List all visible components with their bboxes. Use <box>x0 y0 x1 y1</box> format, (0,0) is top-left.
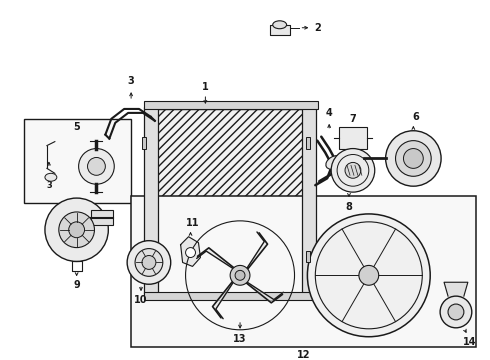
Bar <box>144 292 318 300</box>
Bar <box>131 196 476 347</box>
Text: 6: 6 <box>412 112 419 122</box>
Circle shape <box>142 256 156 269</box>
Polygon shape <box>181 237 200 266</box>
Polygon shape <box>444 282 468 296</box>
Bar <box>302 107 317 294</box>
Circle shape <box>45 198 108 261</box>
Bar <box>270 25 290 35</box>
Text: 8: 8 <box>345 202 352 212</box>
Bar <box>156 109 304 292</box>
Bar <box>339 127 367 149</box>
Circle shape <box>395 141 431 176</box>
Bar <box>142 137 146 149</box>
Circle shape <box>59 212 95 248</box>
Polygon shape <box>213 275 240 319</box>
Circle shape <box>135 249 163 276</box>
Circle shape <box>69 222 85 238</box>
Bar <box>144 107 158 294</box>
Text: 11: 11 <box>186 218 199 228</box>
Text: 7: 7 <box>349 114 356 124</box>
Circle shape <box>186 248 196 257</box>
Circle shape <box>359 265 379 285</box>
Circle shape <box>448 304 464 320</box>
Circle shape <box>230 265 250 285</box>
Circle shape <box>386 131 441 186</box>
Text: 3: 3 <box>128 76 134 86</box>
Text: 4: 4 <box>326 108 333 118</box>
Text: 10: 10 <box>134 295 148 305</box>
Text: 13: 13 <box>233 334 247 344</box>
Circle shape <box>88 157 105 175</box>
Text: 12: 12 <box>296 350 310 360</box>
Text: 14: 14 <box>463 337 477 347</box>
Circle shape <box>235 270 245 280</box>
Bar <box>24 119 131 203</box>
Ellipse shape <box>273 21 287 29</box>
Text: 2: 2 <box>314 23 320 33</box>
Circle shape <box>331 149 375 192</box>
Polygon shape <box>240 232 268 275</box>
Circle shape <box>78 149 114 184</box>
Circle shape <box>440 296 472 328</box>
Text: 5: 5 <box>74 122 80 132</box>
Ellipse shape <box>326 156 343 169</box>
Circle shape <box>127 241 171 284</box>
Polygon shape <box>196 248 240 275</box>
Bar <box>306 137 310 149</box>
Circle shape <box>403 149 423 168</box>
Ellipse shape <box>45 173 57 181</box>
Bar <box>92 210 113 225</box>
Circle shape <box>307 214 430 337</box>
Bar <box>144 101 318 109</box>
Circle shape <box>345 162 361 178</box>
Bar <box>306 251 310 262</box>
Bar <box>142 251 146 262</box>
Text: 1: 1 <box>202 82 209 92</box>
Text: 3: 3 <box>46 181 52 190</box>
Text: 9: 9 <box>74 280 80 290</box>
Polygon shape <box>240 275 283 303</box>
